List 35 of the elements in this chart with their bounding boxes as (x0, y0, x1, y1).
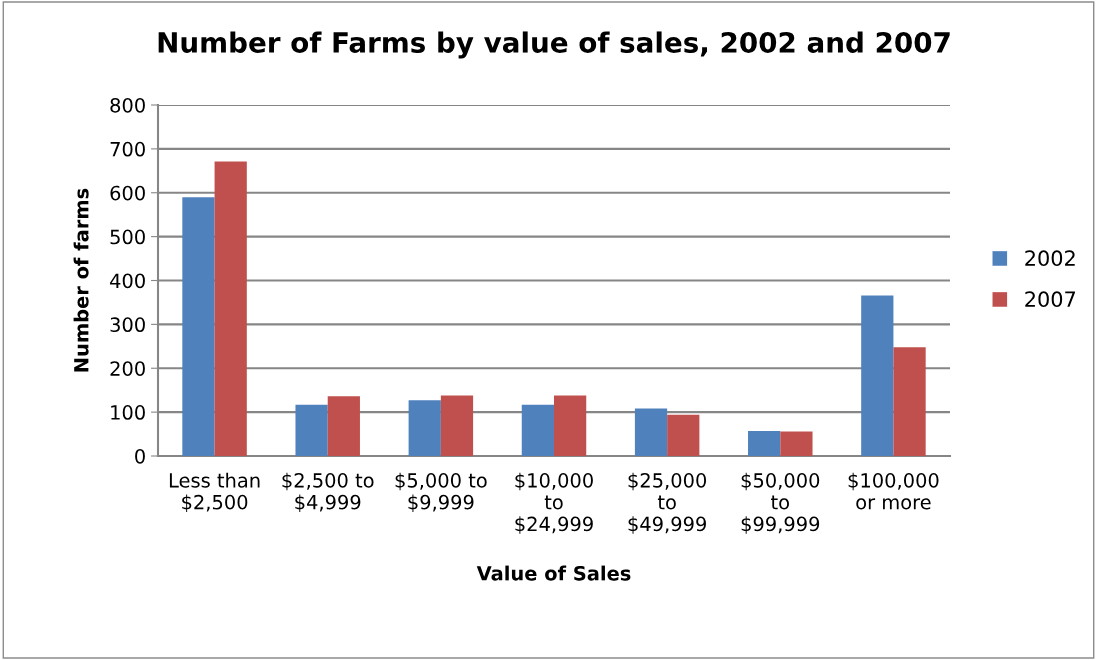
bar (327, 396, 360, 456)
bar (408, 400, 441, 456)
bar (893, 347, 926, 456)
bar (634, 408, 668, 456)
x-tick-label: $50,000 to $99,999 (741, 472, 820, 534)
bar (214, 161, 247, 456)
x-axis-title: Value of Sales (476, 565, 631, 581)
x-tick-label: $100,000 or more (848, 472, 939, 510)
chart-title: Number of Farms by value of sales, 2002 and 2007 (158, 31, 950, 59)
bar (667, 414, 700, 456)
legend-label: 2007 (1025, 291, 1075, 308)
x-tick-label: $2,500 to $4,999 (282, 472, 374, 513)
y-tick-label: 300 (110, 317, 145, 333)
x-tick-label: $10,000 to $24,999 (515, 472, 593, 534)
bar (295, 404, 328, 456)
y-tick-label: 0 (135, 448, 145, 464)
legend-label: 2002 (1025, 250, 1075, 267)
y-tick-label: 100 (111, 405, 145, 420)
bar (861, 295, 894, 456)
y-tick-label: 800 (110, 97, 145, 113)
y-tick-label: 200 (110, 361, 145, 376)
x-tick-label: $25,000 to $49,999 (628, 472, 707, 534)
x-tick-label: Less than $2,500 (169, 472, 260, 513)
bar (521, 404, 554, 456)
bar (182, 197, 215, 456)
y-tick-label: 600 (110, 185, 145, 201)
bar (748, 430, 781, 456)
y-axis-title: Number of farms (73, 188, 89, 372)
bar (780, 431, 813, 456)
bar (554, 395, 587, 456)
bar (440, 395, 474, 456)
y-tick-label: 500 (110, 229, 145, 245)
y-tick-label: 700 (110, 141, 145, 157)
y-tick-label: 400 (110, 273, 145, 289)
x-tick-label: $5,000 to $9,999 (395, 472, 487, 513)
